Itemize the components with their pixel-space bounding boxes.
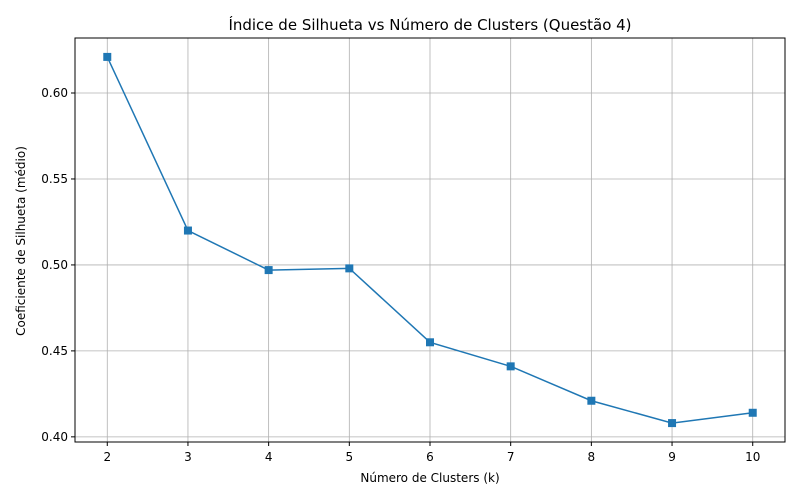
x-axis: 2 3 4 5 6 7 8 9 10 bbox=[103, 442, 760, 464]
y-axis-label: Coeficiente de Silhueta (médio) bbox=[14, 146, 28, 336]
chart-title: Índice de Silhueta vs Número de Clusters… bbox=[228, 15, 631, 34]
x-tick-label: 4 bbox=[265, 450, 273, 464]
x-tick-label: 10 bbox=[745, 450, 760, 464]
x-tick-label: 9 bbox=[668, 450, 676, 464]
x-axis-label: Número de Clusters (k) bbox=[360, 471, 499, 485]
data-point-marker bbox=[587, 396, 596, 405]
series-group bbox=[103, 52, 757, 428]
data-point-marker bbox=[668, 419, 677, 428]
x-tick-label: 5 bbox=[345, 450, 353, 464]
data-point-marker bbox=[506, 362, 515, 371]
x-tick-label: 7 bbox=[507, 450, 515, 464]
x-tick-label: 3 bbox=[184, 450, 192, 464]
grid-lines bbox=[75, 38, 785, 442]
y-tick-label: 0.45 bbox=[41, 344, 68, 358]
data-point-marker bbox=[345, 264, 354, 273]
y-tick-label: 0.55 bbox=[41, 172, 68, 186]
y-tick-label: 0.50 bbox=[41, 258, 68, 272]
data-point-marker bbox=[183, 226, 192, 235]
y-axis: 0.40 0.45 0.50 0.55 0.60 bbox=[41, 86, 75, 444]
x-tick-label: 2 bbox=[103, 450, 111, 464]
y-tick-label: 0.40 bbox=[41, 430, 68, 444]
x-tick-label: 6 bbox=[426, 450, 434, 464]
y-tick-label: 0.60 bbox=[41, 86, 68, 100]
data-point-marker bbox=[748, 408, 757, 417]
data-point-marker bbox=[103, 52, 112, 61]
data-point-marker bbox=[264, 266, 273, 275]
x-tick-label: 8 bbox=[588, 450, 596, 464]
data-point-marker bbox=[426, 338, 434, 347]
